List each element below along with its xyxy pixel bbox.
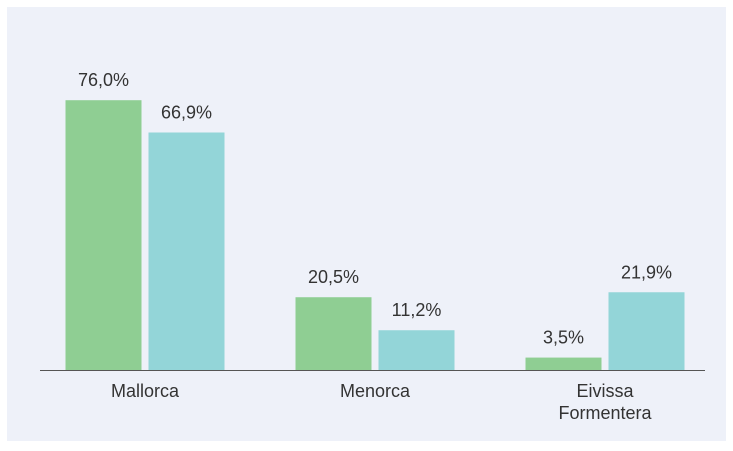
data-label: 11,2% bbox=[392, 300, 442, 320]
data-label: 21,9% bbox=[621, 262, 672, 282]
data-label: 66,9% bbox=[161, 103, 212, 123]
x-tick-label: Menorca bbox=[339, 381, 411, 401]
data-label: 76,0% bbox=[78, 70, 129, 90]
bar bbox=[148, 132, 225, 370]
bar bbox=[525, 357, 602, 370]
bar bbox=[608, 292, 685, 370]
bar bbox=[378, 330, 455, 370]
data-label: 3,5% bbox=[543, 328, 584, 348]
x-tick-label: Mallorca bbox=[110, 381, 180, 401]
bar bbox=[295, 297, 372, 370]
bar bbox=[65, 100, 142, 370]
data-label: 20,5% bbox=[308, 267, 359, 287]
x-tick-label: Eivissa Formentera bbox=[558, 381, 652, 423]
